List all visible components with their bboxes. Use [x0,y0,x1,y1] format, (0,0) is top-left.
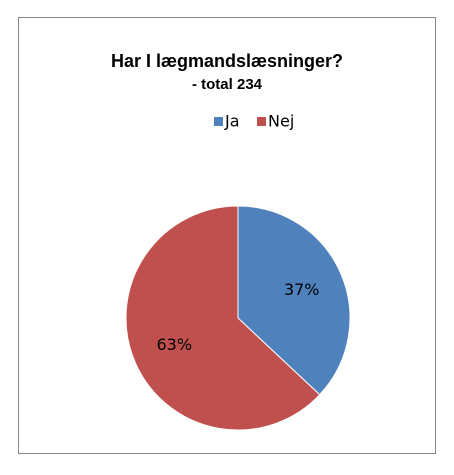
pie-slice [237,205,351,396]
legend-label: Nej [268,112,294,131]
data-label: 63% [156,335,192,354]
legend-swatch [257,117,266,126]
chart-subtitle: - total 234 [192,76,263,93]
pie-slice [125,205,321,431]
chart-title: Har I lægmandslæsninger? [111,51,343,71]
legend-label: Ja [224,112,240,131]
data-label: 37% [284,280,320,299]
legend-swatch [214,117,223,126]
